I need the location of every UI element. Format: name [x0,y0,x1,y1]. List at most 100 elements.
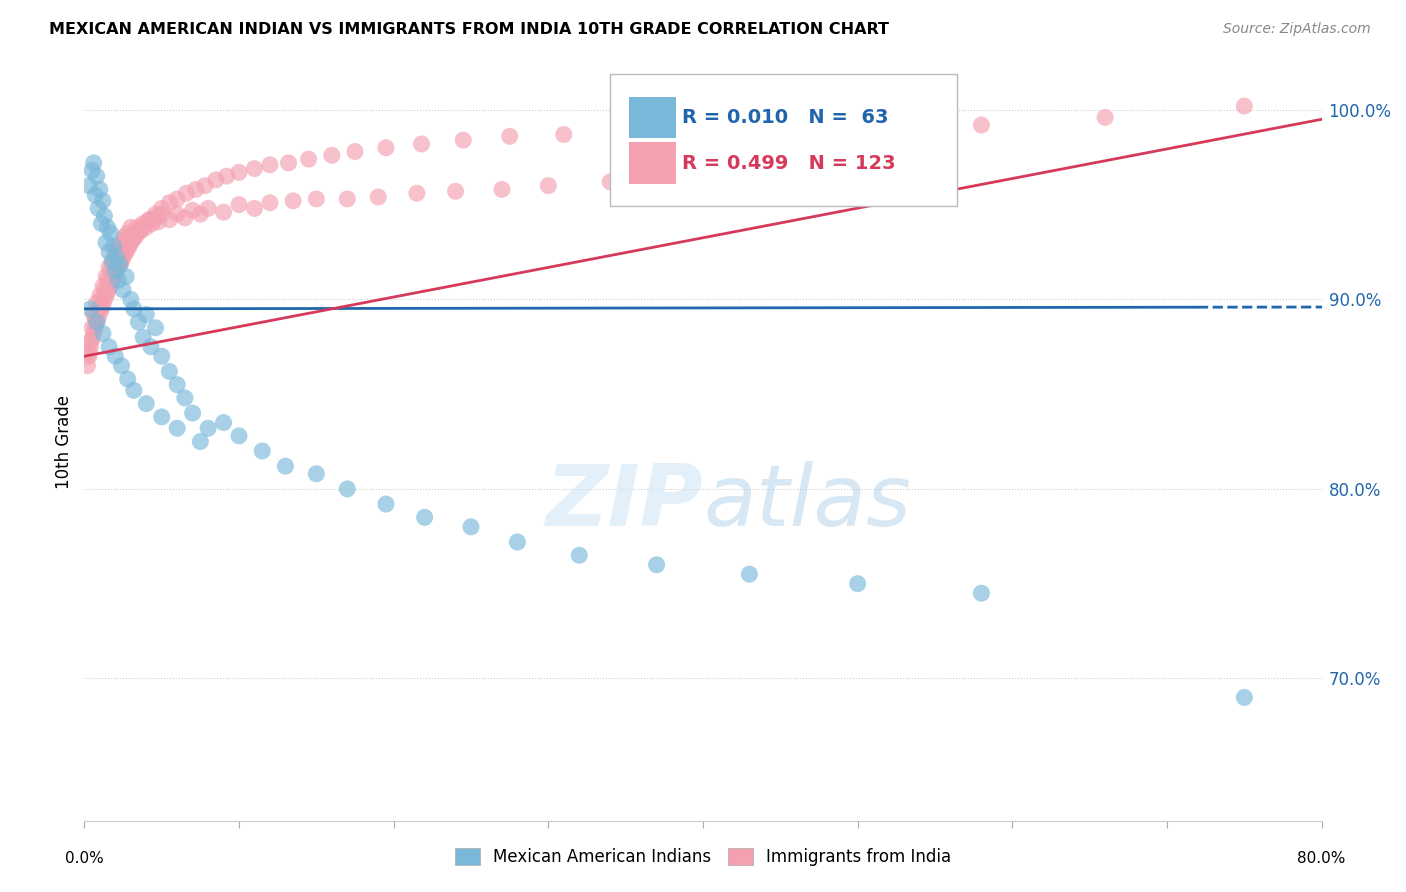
Point [101,254,124,268]
Point [215,169,238,183]
Point [1233,99,1256,113]
Point [90,301,112,316]
Point [970,118,993,132]
Point [91,326,114,341]
Point [83,326,105,341]
Point [86,296,108,310]
Point [129,224,152,238]
Point [669,169,692,183]
Point [135,220,157,235]
Point [77,349,100,363]
Point [89,305,111,319]
Point [77,178,100,193]
Point [166,421,188,435]
Point [645,558,668,572]
FancyBboxPatch shape [628,142,676,184]
Point [82,332,104,346]
Point [444,185,467,199]
Point [491,182,513,196]
Text: 0.0%: 0.0% [65,851,104,866]
Point [228,197,250,211]
Point [110,235,132,250]
Point [124,229,146,244]
Point [76,359,98,373]
Point [103,269,125,284]
Point [460,520,482,534]
Point [104,264,127,278]
Point [374,497,398,511]
Point [250,444,273,458]
Point [453,133,475,147]
Point [86,315,108,329]
Point [100,226,122,240]
Point [79,340,101,354]
Point [112,283,135,297]
Point [118,229,141,244]
Point [120,293,142,307]
Point [82,163,104,178]
Point [101,273,124,287]
Text: R = 0.499   N = 123: R = 0.499 N = 123 [682,153,896,173]
Point [499,129,522,144]
Point [281,194,305,208]
Point [212,205,235,219]
Point [166,192,188,206]
Point [145,320,167,334]
Point [96,285,118,299]
Point [114,247,136,261]
Point [91,279,114,293]
Point [336,192,359,206]
Point [100,264,122,278]
Point [411,136,433,151]
Point [89,288,111,302]
Point [83,308,105,322]
Point [159,212,180,227]
Point [86,315,108,329]
Point [112,251,135,265]
Point [90,293,112,307]
Point [98,340,121,354]
Point [135,396,157,410]
Point [115,234,138,248]
Point [103,258,125,272]
FancyBboxPatch shape [610,74,956,207]
Point [129,224,152,238]
Point [776,121,799,136]
Point [738,567,761,582]
Point [107,273,129,287]
Point [98,260,121,274]
Point [506,535,529,549]
Point [846,576,869,591]
Point [212,416,235,430]
Point [243,161,266,176]
Point [243,202,266,216]
Point [135,308,157,322]
Legend: Mexican American Indians, Immigrants from India: Mexican American Indians, Immigrants fro… [449,841,957,873]
Point [181,203,204,218]
Point [117,241,139,255]
Point [84,188,107,202]
Point [159,195,180,210]
Point [692,123,714,137]
Point [108,256,131,270]
Point [79,334,101,348]
Point [122,301,145,316]
Point [94,288,117,302]
Point [188,434,211,449]
Point [259,158,281,172]
Text: Source: ZipAtlas.com: Source: ZipAtlas.com [1223,22,1371,37]
Y-axis label: 10th Grade: 10th Grade [55,394,73,489]
Point [553,128,575,142]
Point [134,219,156,233]
Point [117,226,139,240]
Point [614,126,637,140]
Point [90,217,112,231]
Point [120,235,142,250]
Point [181,406,204,420]
Point [274,459,297,474]
Point [94,235,117,250]
Point [568,548,591,563]
Point [197,421,219,435]
Point [297,152,319,166]
Point [343,145,366,159]
